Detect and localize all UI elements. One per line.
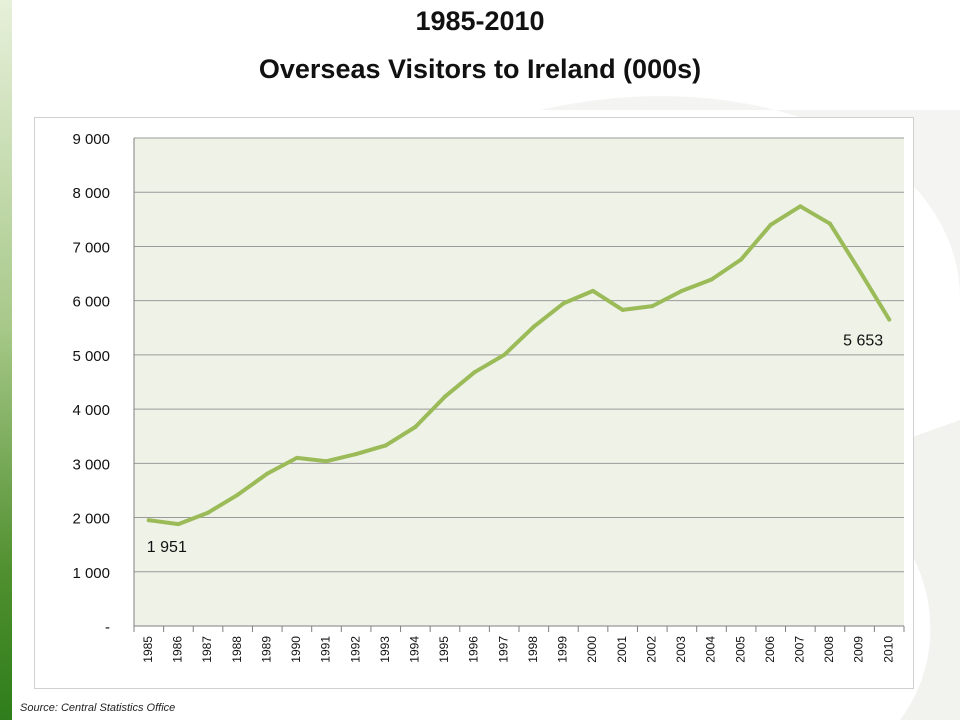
x-tick-label: 1995 xyxy=(437,636,451,663)
data-point xyxy=(146,518,151,523)
data-point xyxy=(206,510,211,515)
data-point xyxy=(739,257,744,262)
x-tick-label: 2004 xyxy=(704,636,718,663)
data-point xyxy=(709,277,714,282)
x-tick-label: 2003 xyxy=(674,636,688,663)
x-tick-label: 1999 xyxy=(556,636,570,663)
data-point xyxy=(679,288,684,293)
plot-background xyxy=(134,138,904,626)
data-point xyxy=(798,204,803,209)
chart-title-line1: 1985-2010 xyxy=(415,6,545,36)
x-tick-label: 1998 xyxy=(526,636,540,663)
x-tick-label: 1996 xyxy=(467,636,481,663)
x-tick-label: 1997 xyxy=(496,636,510,663)
x-tick-label: 1988 xyxy=(230,636,244,663)
x-tick-label: 1994 xyxy=(408,636,422,663)
data-point xyxy=(265,471,270,476)
x-tick-label: 1989 xyxy=(259,636,273,663)
y-tick-label: 2 000 xyxy=(72,511,110,528)
data-point xyxy=(591,288,596,293)
series-line xyxy=(146,204,892,527)
y-tick-label: 4 000 xyxy=(72,402,110,419)
line-chart: - 1 000 2 000 3 000 4 000 5 000 6 000 7 000 8 00… xyxy=(72,131,905,663)
x-tick-label: 1986 xyxy=(171,636,185,663)
data-point xyxy=(857,268,862,273)
data-point xyxy=(294,455,299,460)
data-point xyxy=(827,221,832,226)
data-point xyxy=(413,425,418,430)
y-tick-label: 1 000 xyxy=(72,565,110,582)
data-point xyxy=(472,370,477,375)
data-point xyxy=(531,324,536,329)
x-tick-label: 2007 xyxy=(793,636,807,663)
data-point xyxy=(442,394,447,399)
x-tick-label: 1990 xyxy=(289,636,303,663)
x-tick-label: 1993 xyxy=(378,636,392,663)
data-point xyxy=(354,452,359,457)
data-point xyxy=(176,522,181,527)
data-point xyxy=(650,304,655,309)
x-tick-label: 1992 xyxy=(348,636,362,663)
x-tick-label: 2001 xyxy=(615,636,629,663)
x-tick-label: 1987 xyxy=(200,636,214,663)
data-point xyxy=(561,301,566,306)
y-tick-label: 7 000 xyxy=(72,239,110,256)
side-accent-bar xyxy=(0,0,12,720)
y-tick-label: 9 000 xyxy=(72,131,110,148)
data-point xyxy=(383,443,388,448)
data-point xyxy=(235,492,240,497)
x-tick-label: 2009 xyxy=(852,636,866,663)
x-tick-label: 1991 xyxy=(319,636,333,663)
source-note: Source: Central Statistics Office xyxy=(20,702,176,714)
x-tick-label: 2010 xyxy=(881,636,895,663)
y-tick-label: - xyxy=(105,619,110,636)
chart-title-line2: Overseas Visitors to Ireland (000s) xyxy=(258,54,702,84)
x-tick-label: 2000 xyxy=(585,636,599,663)
data-point xyxy=(768,222,773,227)
data-point xyxy=(620,307,625,312)
x-tick-label: 2002 xyxy=(644,636,658,663)
y-tick-label: 3 000 xyxy=(72,456,110,473)
y-tick-label: 6 000 xyxy=(72,294,110,311)
x-tick-label: 2006 xyxy=(763,636,777,663)
data-label: 5 653 xyxy=(843,332,883,349)
data-point xyxy=(887,317,892,322)
x-tick-label: 2005 xyxy=(733,636,747,663)
x-tick-label: 1985 xyxy=(141,636,155,663)
data-label: 1 951 xyxy=(147,539,187,556)
y-tick-label: 8 000 xyxy=(72,185,110,202)
x-tick-label: 2008 xyxy=(822,636,836,663)
data-point xyxy=(324,459,329,464)
data-point xyxy=(502,352,507,357)
y-tick-label: 5 000 xyxy=(72,348,110,365)
